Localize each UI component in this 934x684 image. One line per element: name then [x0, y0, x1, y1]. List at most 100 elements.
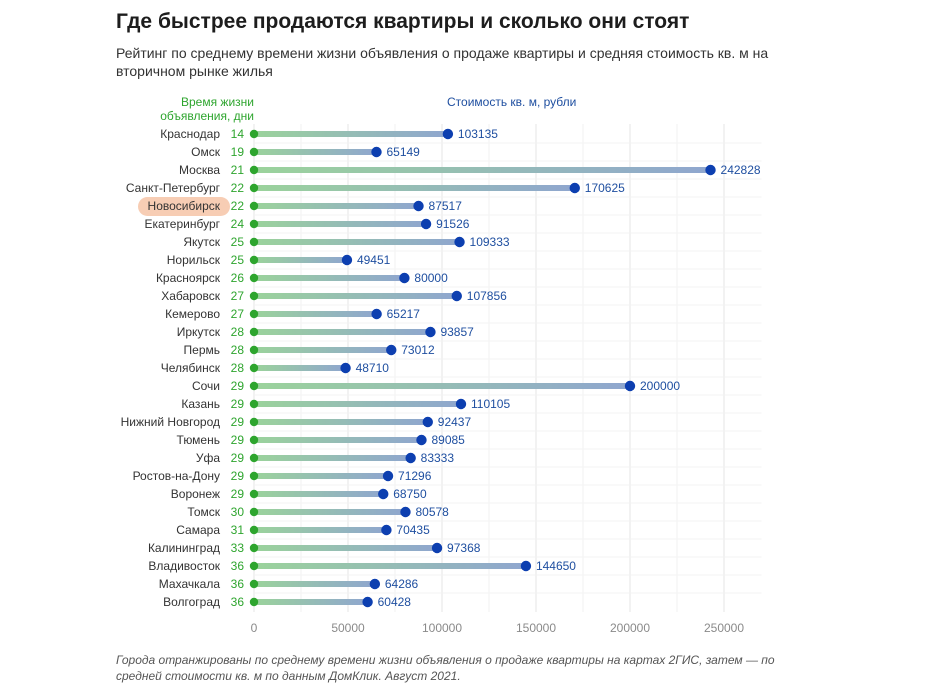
- chart-row: Иркутск 28 93857: [177, 325, 474, 339]
- city-label: Краснодар: [160, 127, 220, 141]
- chart-subtitle: Рейтинг по среднему времени жизни объявл…: [116, 45, 769, 79]
- chart-row: Ростов-на-Дону 29 71296: [133, 469, 432, 483]
- price-dot: [569, 182, 580, 194]
- price-value-label: 91526: [436, 217, 470, 231]
- chart-row: Омск 19 65149: [191, 145, 420, 159]
- days-dot: [249, 165, 259, 175]
- x-axis-ticks: 0 50000 100000 150000 200000 250000: [251, 621, 745, 635]
- chart-title: Где быстрее продаются квартиры и сколько…: [116, 10, 690, 33]
- highlight-pill: [138, 197, 230, 216]
- days-label: 29: [231, 487, 245, 501]
- city-label: Самара: [176, 523, 220, 537]
- chart-row: Кемерово 27 65217: [165, 307, 420, 321]
- price-value-label: 92437: [438, 415, 472, 429]
- days-dot: [249, 201, 259, 211]
- days-label: 30: [231, 505, 245, 519]
- days-dot: [249, 507, 259, 517]
- city-label: Махачкала: [159, 577, 221, 591]
- city-label: Норильск: [167, 253, 221, 267]
- days-label: 29: [231, 379, 245, 393]
- city-label: Москва: [179, 163, 220, 177]
- city-label: Воронеж: [171, 487, 220, 501]
- days-dot: [249, 597, 259, 607]
- price-value-label: 103135: [458, 127, 498, 141]
- days-dot: [249, 291, 259, 301]
- days-label: 29: [231, 415, 245, 429]
- days-label: 36: [231, 559, 245, 573]
- x-tick-label: 200000: [610, 621, 650, 635]
- chart-row: Владивосток 36 144650: [148, 559, 576, 573]
- days-label: 29: [231, 469, 245, 483]
- price-stem: [254, 239, 460, 245]
- days-label: 24: [231, 217, 245, 231]
- price-value-label: 73012: [401, 343, 435, 357]
- price-dot: [455, 398, 467, 410]
- price-value-label: 64286: [385, 577, 419, 591]
- price-dot: [431, 542, 443, 554]
- price-dot: [369, 578, 381, 590]
- price-stem: [254, 365, 346, 371]
- city-label: Томск: [187, 505, 220, 519]
- days-dot: [249, 561, 259, 571]
- city-label: Екатеринбург: [145, 217, 221, 231]
- price-value-label: 144650: [536, 559, 576, 573]
- price-dot: [340, 362, 351, 374]
- chart-row: Махачкала 36 64286: [159, 577, 419, 591]
- price-stem: [254, 257, 347, 263]
- price-stem: [254, 311, 377, 317]
- chart-row: Тюмень 29 89085: [177, 433, 466, 447]
- days-label: 25: [231, 235, 245, 249]
- city-label: Иркутск: [177, 325, 221, 339]
- price-value-label: 83333: [421, 451, 455, 465]
- x-tick-label: 50000: [331, 621, 365, 635]
- chart-row: Норильск 25 49451: [167, 253, 391, 267]
- price-value-label: 70435: [396, 523, 430, 537]
- chart-row: Екатеринбург 24 91526: [145, 217, 470, 231]
- lollipop-chart: Краснодар 14 103135 Омск 19 65149 Москва 21 24 28…: [121, 124, 762, 635]
- chart-row: Якутск 25 109333: [183, 235, 510, 249]
- city-label: Уфа: [196, 451, 220, 465]
- chart-row: Самара 31 70435: [176, 523, 430, 537]
- price-column-header: Стоимость кв. м, рубли: [447, 95, 577, 109]
- days-label: 28: [231, 361, 245, 375]
- price-stem: [254, 221, 427, 227]
- chart-row: Красноярск 26 80000: [156, 271, 448, 285]
- price-stem: [254, 329, 431, 335]
- price-dot: [420, 218, 432, 230]
- chart-row: Сочи 29 200000: [192, 379, 680, 393]
- city-label: Калининград: [148, 541, 220, 555]
- price-value-label: 170625: [585, 181, 625, 195]
- price-stem: [254, 509, 406, 515]
- city-label: Якутск: [183, 235, 220, 249]
- price-stem: [254, 545, 438, 551]
- days-dot: [249, 147, 259, 157]
- days-label: 28: [231, 325, 245, 339]
- days-dot: [249, 471, 259, 481]
- chart-row: Челябинск 28 48710: [161, 361, 390, 375]
- days-label: 22: [231, 199, 245, 213]
- price-stem: [254, 167, 711, 173]
- price-dot: [405, 452, 416, 464]
- price-value-label: 49451: [357, 253, 391, 267]
- price-value-label: 93857: [440, 325, 474, 339]
- price-value-label: 87517: [429, 199, 463, 213]
- price-dot: [378, 488, 389, 500]
- price-value-label: 71296: [398, 469, 432, 483]
- price-dot: [705, 164, 716, 176]
- price-dot: [382, 470, 394, 482]
- days-dot: [249, 327, 259, 337]
- days-dot: [249, 525, 259, 535]
- days-label: 26: [231, 271, 245, 285]
- price-dot: [386, 344, 397, 356]
- x-tick-label: 250000: [704, 621, 744, 635]
- city-label: Омск: [191, 145, 221, 159]
- city-label: Кемерово: [165, 307, 220, 321]
- price-stem: [254, 131, 448, 137]
- chart-rows: Краснодар 14 103135 Омск 19 65149 Москва 21 24 28…: [121, 127, 761, 609]
- days-dot: [249, 309, 259, 319]
- price-stem: [254, 401, 461, 407]
- days-label: 28: [231, 343, 245, 357]
- chart-row: Уфа 29 83333: [196, 451, 455, 465]
- days-label: 21: [231, 163, 245, 177]
- chart-row: Краснодар 14 103135: [160, 127, 498, 141]
